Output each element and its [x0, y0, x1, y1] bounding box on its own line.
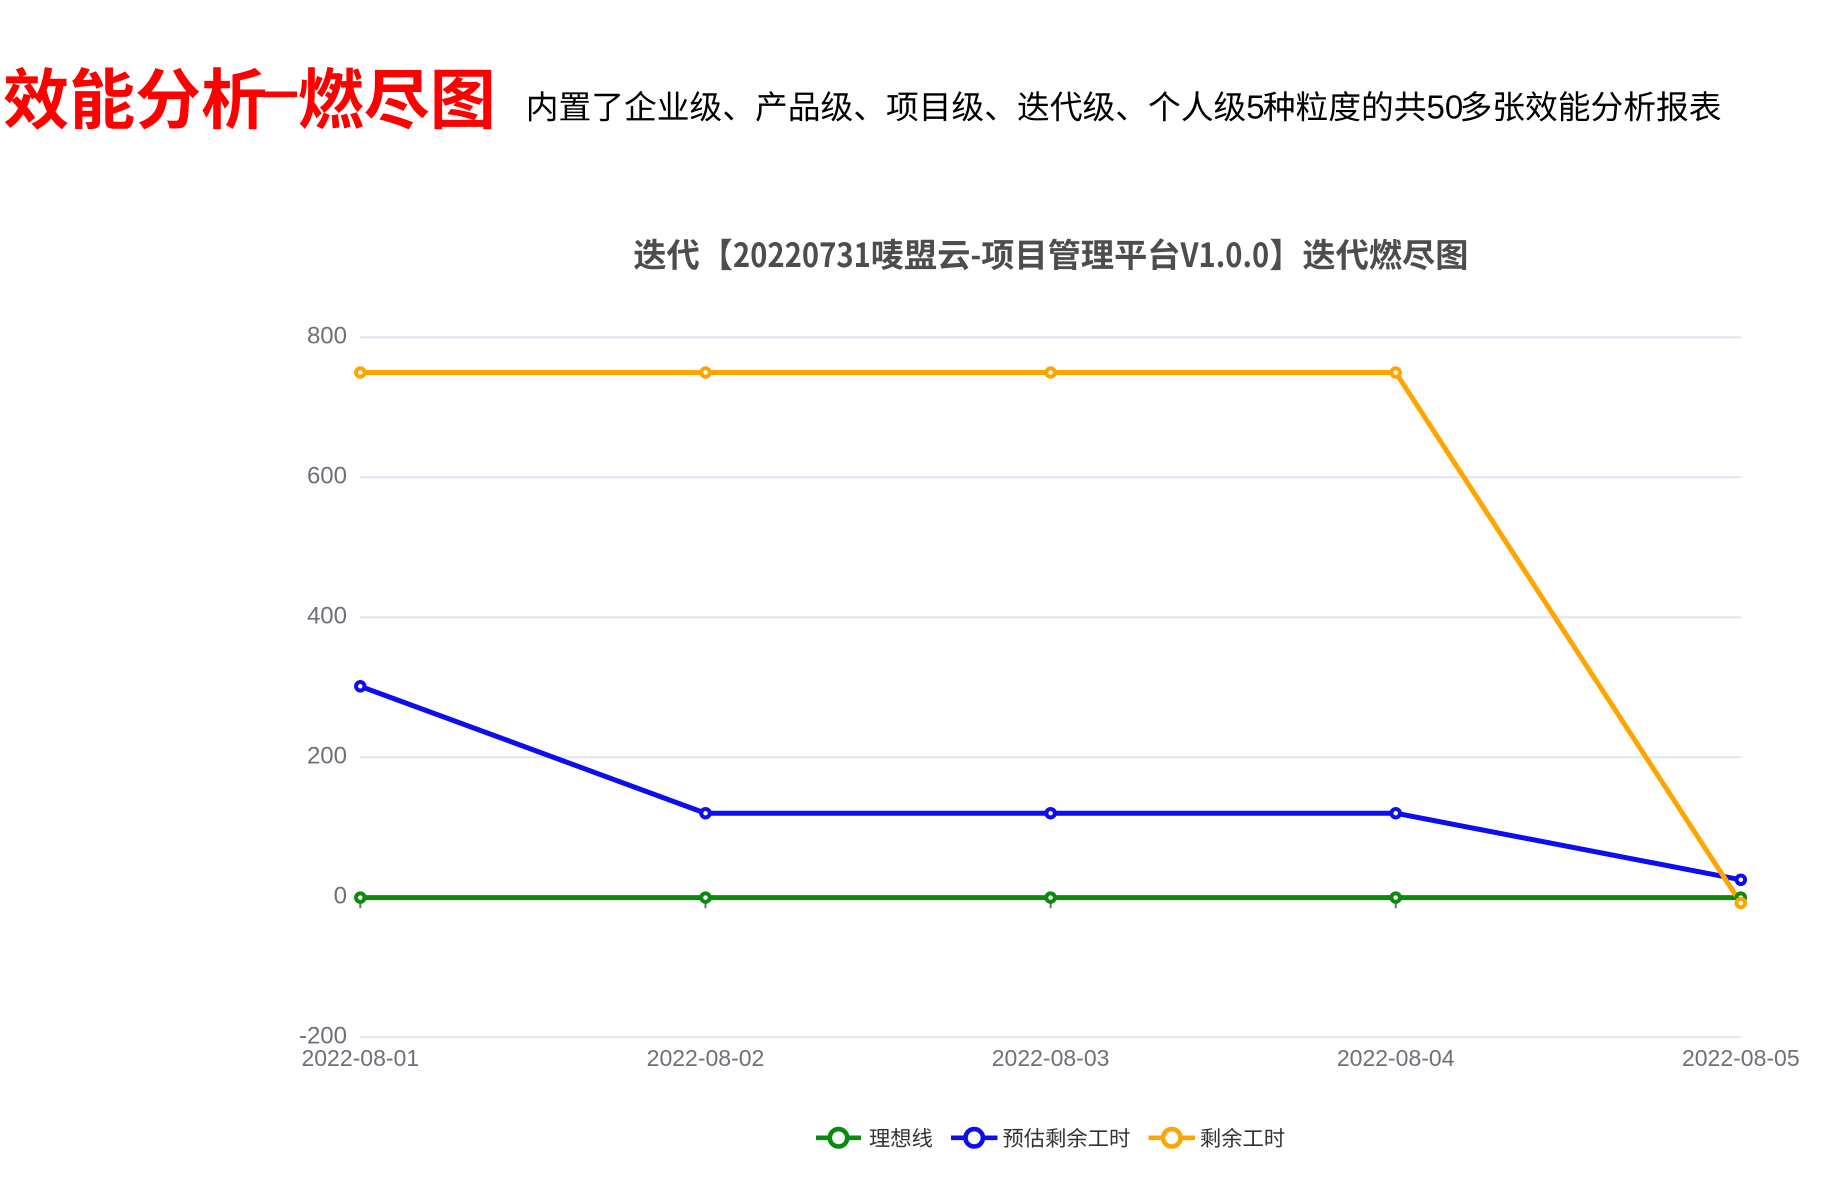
svg-text:2022-08-05: 2022-08-05: [1682, 1045, 1800, 1071]
svg-text:200: 200: [307, 743, 347, 770]
svg-text:50: 50: [1427, 89, 1464, 126]
svg-text:600: 600: [307, 463, 347, 490]
svg-text:2022-08-04: 2022-08-04: [1337, 1045, 1455, 1071]
svg-text:-200: -200: [299, 1023, 347, 1050]
svg-text:400: 400: [307, 603, 347, 630]
svg-text:2022-08-01: 2022-08-01: [301, 1045, 419, 1071]
svg-text:2022-08-02: 2022-08-02: [647, 1045, 765, 1071]
svg-text:2022-08-03: 2022-08-03: [992, 1045, 1110, 1071]
svg-text:0: 0: [334, 883, 347, 910]
svg-text:5: 5: [1246, 89, 1264, 126]
svg-text:800: 800: [307, 323, 347, 350]
